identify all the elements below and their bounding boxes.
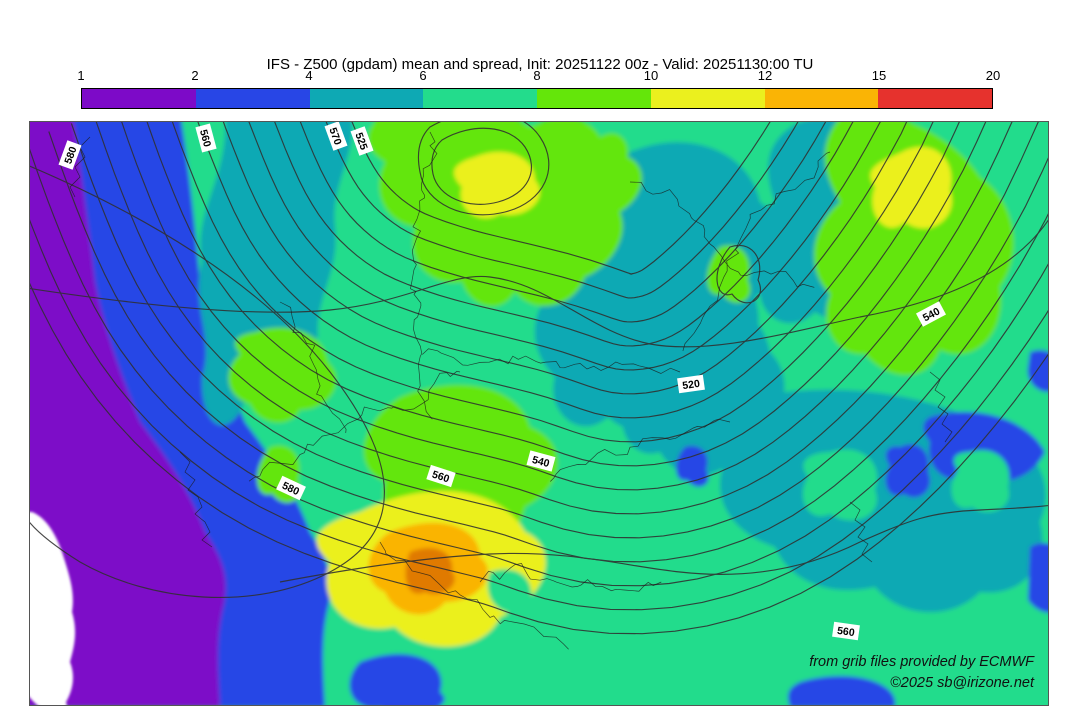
svg-text:560: 560 — [836, 625, 855, 639]
svg-text:520: 520 — [682, 378, 701, 392]
